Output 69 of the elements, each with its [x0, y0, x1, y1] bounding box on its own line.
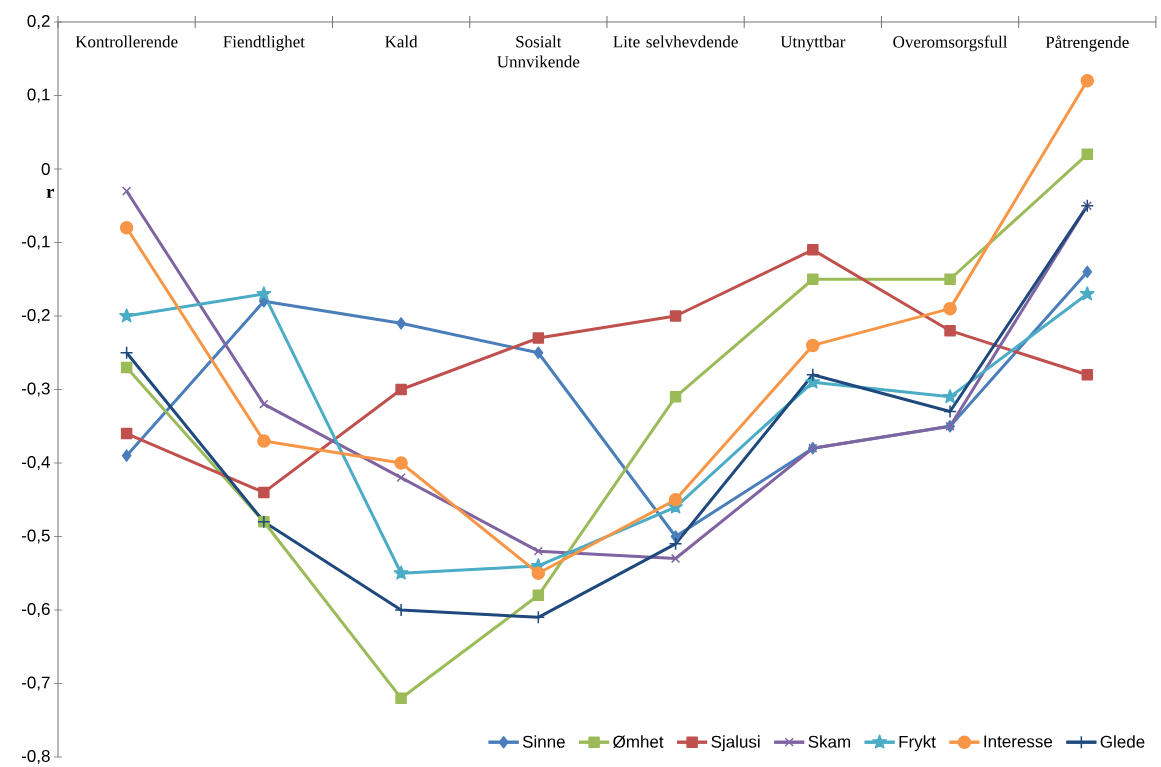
- point: [121, 449, 132, 462]
- y-tick-label: -0,7: [21, 676, 50, 691]
- point: [396, 316, 406, 330]
- point: [119, 345, 134, 360]
- x-tick-label: Fiendtlighet: [223, 35, 305, 51]
- point: [259, 399, 269, 409]
- point: [393, 565, 409, 580]
- point: [532, 332, 545, 344]
- x-tick-label: Overomsorgsfull: [893, 35, 1008, 51]
- point: [806, 367, 820, 382]
- y-tick-label: -0,1: [21, 235, 50, 250]
- legend-label: Frykt: [899, 735, 936, 751]
- y-tick-label: -0,6: [21, 602, 50, 617]
- legend-label: Sjalusi: [711, 735, 760, 751]
- legend-label: Skam: [808, 735, 851, 748]
- point: [395, 692, 407, 704]
- point: [668, 492, 683, 507]
- point: [394, 456, 408, 470]
- point: [395, 383, 407, 396]
- point: [944, 273, 956, 285]
- point: [670, 553, 681, 564]
- point: [807, 243, 819, 256]
- point: [256, 286, 272, 301]
- x-tick-label: Kontrollerende: [75, 35, 178, 48]
- x-tick-label: Kald: [385, 35, 418, 48]
- point: [257, 434, 271, 448]
- point: [120, 427, 133, 440]
- y-tick-label: -0,8: [21, 749, 50, 764]
- y-tick-label: 0,1: [27, 88, 50, 103]
- point: [669, 310, 682, 322]
- point: [396, 472, 406, 483]
- point: [120, 361, 133, 374]
- x-tick-label: Sosialt Unnvikende: [497, 35, 580, 68]
- point: [531, 566, 546, 580]
- point: [942, 388, 958, 404]
- point: [668, 536, 683, 551]
- point: [1080, 73, 1095, 88]
- point: [807, 273, 819, 285]
- point: [670, 530, 681, 543]
- x-tick-label: Påtrengende: [1045, 35, 1129, 52]
- point: [1079, 286, 1095, 301]
- y-tick-label: -0,4: [21, 455, 50, 470]
- legend-label: Ømhet: [613, 735, 664, 748]
- point: [258, 486, 270, 498]
- point: [1082, 265, 1093, 278]
- point: [806, 338, 820, 352]
- legend-label: Glede: [1100, 735, 1145, 748]
- point: [1081, 368, 1094, 381]
- y-tick-label: 0: [41, 162, 50, 175]
- point: [669, 390, 682, 403]
- x-tick-label: Lite selvhevdende: [613, 35, 738, 48]
- point: [119, 308, 135, 323]
- point: [532, 589, 545, 601]
- y-axis-title: r: [46, 188, 55, 198]
- point: [1081, 148, 1094, 160]
- point: [533, 346, 544, 359]
- y-tick-label: 0,2: [27, 14, 50, 29]
- y-tick-label: -0,5: [21, 529, 50, 544]
- legend-label: Sinne: [522, 735, 565, 748]
- point: [944, 324, 956, 337]
- point: [121, 186, 132, 196]
- point: [119, 220, 134, 235]
- point: [533, 546, 543, 556]
- point: [943, 301, 957, 316]
- y-tick-label: -0,2: [21, 308, 50, 323]
- x-tick-label: Utnyttbar: [780, 35, 846, 51]
- legend-label: Interesse: [984, 735, 1053, 748]
- point: [943, 404, 957, 419]
- y-tick-label: -0,3: [21, 382, 50, 397]
